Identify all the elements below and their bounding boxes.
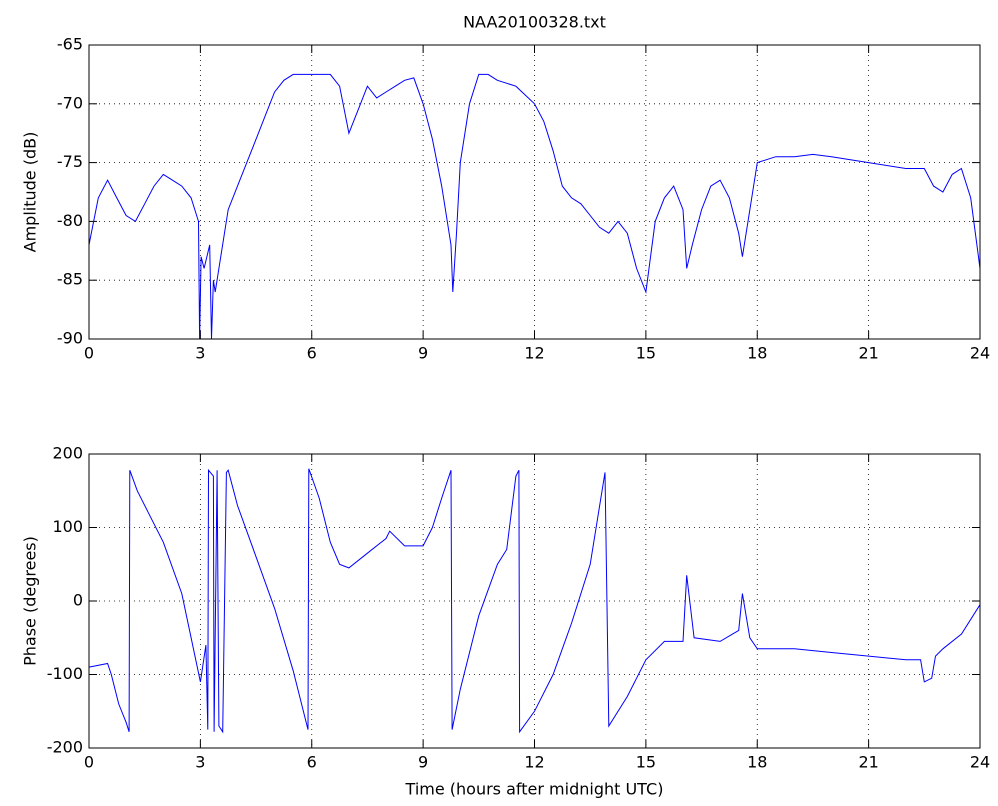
y-tick-label: -80 (57, 211, 83, 230)
chart-title: NAA20100328.txt (463, 13, 606, 32)
x-tick-label: 6 (307, 753, 317, 772)
x-tick-label: 24 (970, 753, 990, 772)
x-tick-label: 18 (747, 344, 767, 363)
x-tick-label: 9 (418, 753, 428, 772)
x-tick-label: 0 (84, 753, 94, 772)
axes-box (88, 453, 981, 749)
x-tick-label: 18 (747, 753, 767, 772)
y-axis-label: Amplitude (dB) (21, 132, 40, 253)
y-tick-label: -90 (57, 329, 83, 348)
x-tick-label: 21 (858, 753, 878, 772)
x-tick-label: 24 (970, 344, 990, 363)
data-line (88, 468, 981, 734)
y-tick-label: 200 (52, 444, 83, 463)
x-axis-label: Time (hours after midnight UTC) (405, 780, 664, 799)
data-line (88, 73, 981, 340)
y-tick-label: -70 (57, 93, 83, 112)
y-tick-label: -200 (47, 738, 83, 757)
x-tick-label: 6 (307, 344, 317, 363)
x-tick-label: 12 (524, 753, 544, 772)
x-tick-label: 9 (418, 344, 428, 363)
x-tick-label: 0 (84, 344, 94, 363)
plot-area (89, 45, 980, 339)
y-tick-label: 0 (73, 591, 83, 610)
x-tick-label: 21 (858, 344, 878, 363)
axes-box (88, 44, 981, 340)
x-tick-label: 12 (524, 344, 544, 363)
y-tick-label: -85 (57, 270, 83, 289)
x-tick-label: 3 (195, 753, 205, 772)
y-tick-label: -65 (57, 35, 83, 54)
y-tick-label: -100 (47, 664, 83, 683)
x-tick-label: 3 (195, 344, 205, 363)
y-tick-label: -75 (57, 152, 83, 171)
x-tick-label: 15 (636, 344, 656, 363)
x-tick-label: 15 (636, 753, 656, 772)
y-axis-label: Phase (degrees) (21, 536, 40, 666)
y-tick-label: 100 (52, 517, 83, 536)
